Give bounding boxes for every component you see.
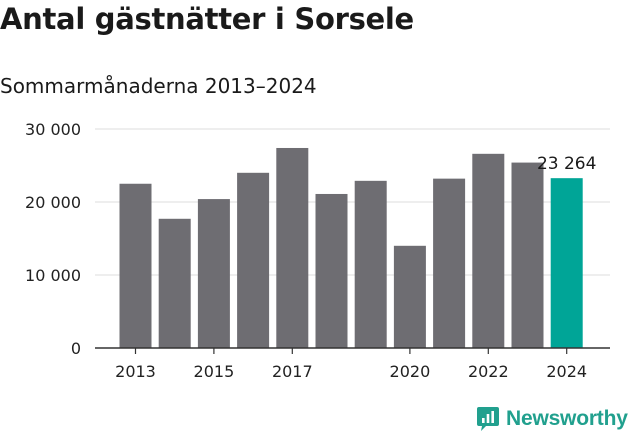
brand-name: Newsworthy	[506, 407, 628, 430]
x-tick-label: 2022	[468, 362, 509, 381]
bar-2014	[158, 218, 191, 348]
x-tick-label: 2024	[546, 362, 587, 381]
bar-2023	[511, 162, 544, 348]
bar-2021	[433, 178, 466, 348]
bar-2017	[276, 147, 309, 348]
bar-chart: 0 10 000 20 000 30 000 2013 2015 2017 2020 2022…	[25, 120, 610, 381]
bar-2024	[550, 178, 583, 348]
bar-2015	[197, 199, 230, 348]
bar-2013	[119, 183, 152, 348]
y-tick-label: 10 000	[25, 266, 81, 285]
y-tick-label: 20 000	[25, 193, 81, 212]
bar-2019	[354, 180, 387, 348]
x-tick-label: 2017	[272, 362, 313, 381]
brand-logo: Newsworthy	[476, 406, 628, 432]
bar-2018	[315, 193, 348, 348]
bar-2020	[393, 245, 426, 348]
y-tick-label: 30 000	[25, 120, 81, 139]
x-tick-label: 2020	[390, 362, 431, 381]
x-tick-label: 2013	[115, 362, 156, 381]
bar-2022	[472, 153, 505, 348]
chart-title: Antal gästnätter i Sorsele	[0, 2, 414, 36]
x-tick-label: 2015	[194, 362, 235, 381]
data-label-2024: 23 264	[537, 154, 596, 174]
bar-2016	[237, 172, 270, 348]
newsworthy-logo-icon	[477, 407, 499, 431]
chart-subtitle: Sommarmånaderna 2013–2024	[0, 74, 317, 98]
y-tick-label: 0	[71, 339, 81, 358]
